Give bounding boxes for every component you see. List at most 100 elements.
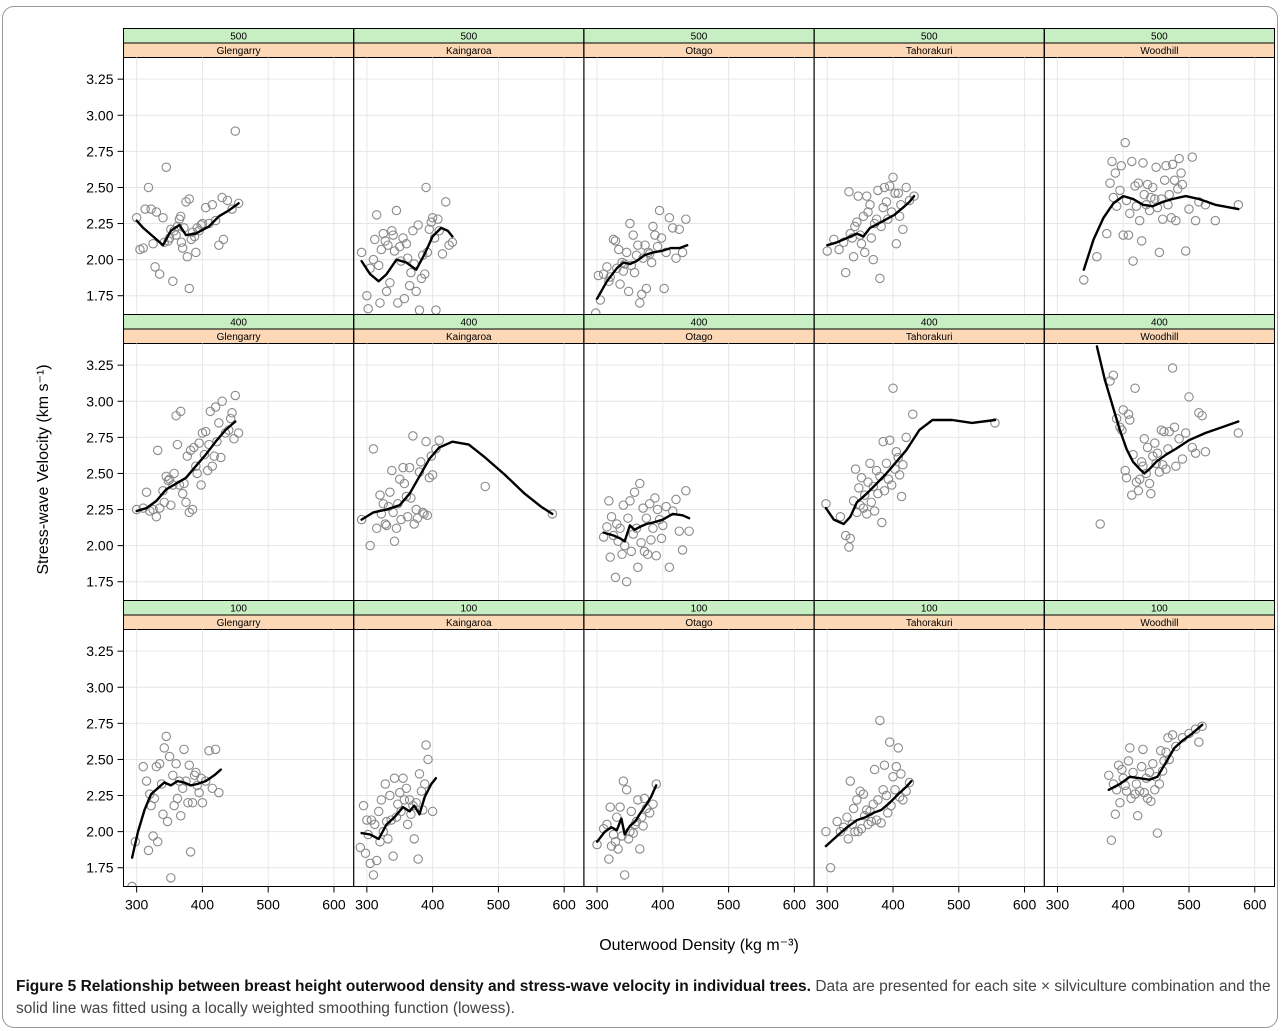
lowess-line xyxy=(595,784,658,843)
data-point xyxy=(868,254,879,265)
data-point xyxy=(194,787,204,798)
strip-site-label: Otago xyxy=(685,618,713,629)
data-point xyxy=(141,776,152,786)
data-point xyxy=(858,789,869,799)
data-point xyxy=(623,834,634,844)
lowess-line xyxy=(135,420,237,513)
data-point xyxy=(158,213,168,223)
x-tick-label: 500 xyxy=(257,897,281,913)
data-point xyxy=(385,277,395,288)
data-point xyxy=(1127,156,1137,167)
data-point xyxy=(378,228,389,239)
lowess-line xyxy=(135,202,240,247)
data-point xyxy=(1139,189,1150,200)
lowess-line xyxy=(602,512,691,543)
y-tick-label: 2.50 xyxy=(86,751,113,767)
panel-otago-500: 500 Otago xyxy=(583,28,815,315)
data-point xyxy=(380,519,391,529)
data-point xyxy=(1171,461,1181,471)
data-point xyxy=(659,283,669,294)
data-point xyxy=(854,483,864,493)
data-point xyxy=(214,787,224,798)
strip-site-label: Tahorakuri xyxy=(906,332,953,343)
data-point xyxy=(222,195,233,206)
strip-site-label: Woodhill xyxy=(1140,618,1178,629)
data-point xyxy=(150,262,160,272)
data-point xyxy=(1187,442,1198,453)
data-point xyxy=(175,811,186,821)
data-point xyxy=(909,191,919,201)
data-point xyxy=(1125,208,1135,219)
data-point xyxy=(371,855,382,866)
data-point xyxy=(876,818,886,828)
data-point xyxy=(378,499,389,509)
data-point xyxy=(209,451,220,461)
data-point xyxy=(661,501,671,512)
strip-silviculture-label: 500 xyxy=(1151,32,1168,43)
data-point xyxy=(637,289,647,300)
strip-site-label: Kaingaroa xyxy=(446,332,492,343)
data-point xyxy=(204,746,214,756)
data-point xyxy=(855,786,865,796)
data-points xyxy=(127,731,224,887)
y-tick-label: 2.50 xyxy=(86,465,113,481)
data-point xyxy=(225,413,236,424)
data-point xyxy=(625,218,635,229)
x-tick-label: 300 xyxy=(125,897,149,913)
data-point xyxy=(181,497,191,508)
data-point xyxy=(179,744,189,755)
data-points xyxy=(1079,137,1244,285)
lowess-line xyxy=(360,777,438,841)
data-point xyxy=(633,240,643,250)
data-point xyxy=(628,230,638,240)
data-point xyxy=(421,740,431,750)
data-point xyxy=(821,499,831,509)
data-point xyxy=(661,247,671,258)
data-point xyxy=(1164,426,1175,437)
data-point xyxy=(1151,458,1161,469)
data-point xyxy=(890,188,900,198)
data-point xyxy=(621,247,632,258)
data-point xyxy=(394,787,405,798)
data-point xyxy=(615,279,625,289)
data-point xyxy=(381,520,392,531)
data-point xyxy=(356,247,367,258)
data-point xyxy=(207,200,218,210)
data-point xyxy=(146,204,156,214)
data-point xyxy=(1155,746,1166,756)
data-point xyxy=(834,244,844,255)
data-point xyxy=(434,226,444,236)
data-point xyxy=(426,451,437,461)
data-point xyxy=(385,790,395,801)
data-point xyxy=(1144,767,1155,778)
data-point xyxy=(404,462,415,473)
data-point xyxy=(1159,426,1169,437)
data-point xyxy=(890,785,900,795)
data-point xyxy=(1190,448,1201,458)
strip-site-label: Tahorakuri xyxy=(906,46,953,57)
data-point xyxy=(877,517,887,528)
data-point xyxy=(873,795,883,805)
data-point xyxy=(363,303,373,314)
data-point xyxy=(908,409,918,419)
data-point xyxy=(1108,370,1119,381)
data-point xyxy=(859,247,870,258)
data-point xyxy=(1123,756,1134,766)
data-point xyxy=(1110,168,1121,178)
data-point xyxy=(229,434,239,444)
data-point xyxy=(875,273,885,284)
data-point xyxy=(636,537,646,548)
strip-silviculture-label: 400 xyxy=(460,318,477,329)
data-point xyxy=(197,218,208,229)
data-point xyxy=(842,812,852,822)
x-tick-label: 400 xyxy=(651,897,675,913)
data-point xyxy=(840,530,851,541)
data-point xyxy=(373,806,384,817)
data-point xyxy=(365,540,375,551)
data-point xyxy=(822,246,833,256)
data-point xyxy=(1142,179,1153,190)
data-point xyxy=(990,418,1000,428)
x-tick-label: 400 xyxy=(191,897,215,913)
data-point xyxy=(1146,796,1156,807)
data-point xyxy=(878,436,888,447)
